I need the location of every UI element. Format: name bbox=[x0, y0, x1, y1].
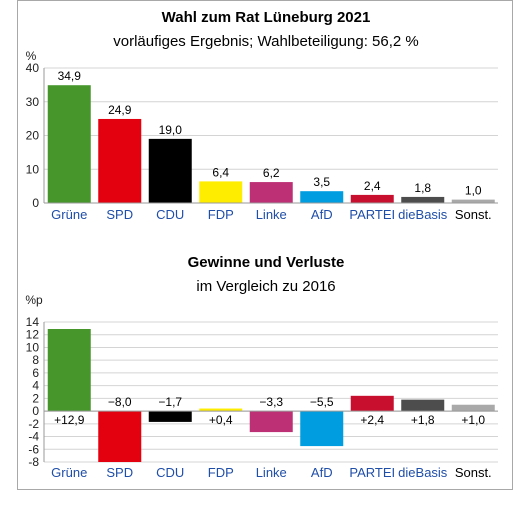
chart2-value-label-5: −5,5 bbox=[310, 395, 334, 409]
chart1-value-label-5: 3,5 bbox=[313, 175, 330, 189]
chart1-bar-1 bbox=[98, 118, 142, 203]
chart2-value-label-7: +1,8 bbox=[411, 413, 435, 427]
chart2-category-label-2: CDU bbox=[156, 465, 184, 480]
chart1-y-tick-label: 40 bbox=[26, 61, 40, 75]
chart2-title: Gewinne und Verluste bbox=[188, 254, 345, 271]
chart2-bar-5 bbox=[300, 411, 344, 447]
chart1-bar-2 bbox=[148, 138, 192, 203]
chart1-bar-5 bbox=[300, 191, 344, 203]
chart1-category-label-1: SPD bbox=[106, 207, 133, 222]
chart2-value-label-0: +12,9 bbox=[54, 413, 85, 427]
chart2-category-label-4: Linke bbox=[256, 465, 287, 480]
chart2-bar-8 bbox=[451, 404, 495, 412]
chart1-value-label-3: 6,4 bbox=[212, 165, 229, 179]
chart2-bar-7 bbox=[401, 399, 445, 412]
chart1-title: Wahl zum Rat Lüneburg 2021 bbox=[162, 9, 371, 26]
chart2-bar-1 bbox=[98, 411, 142, 462]
chart2-category-label-0: Grüne bbox=[51, 465, 87, 480]
chart2-y-tick-label: 2 bbox=[32, 391, 39, 405]
chart2-y-tick-label: -6 bbox=[28, 442, 39, 456]
chart2-bar-2 bbox=[148, 411, 192, 422]
chart2-y-tick-label: -4 bbox=[28, 430, 39, 444]
chart2-value-label-8: +1,0 bbox=[461, 413, 485, 427]
chart2-category-label-8: Sonst. bbox=[455, 465, 492, 480]
chart2-category-label-6: PARTEI bbox=[349, 465, 395, 480]
chart1-y-unit: % bbox=[26, 49, 37, 63]
chart1-bar-6 bbox=[350, 194, 394, 203]
chart1-category-label-2: CDU bbox=[156, 207, 184, 222]
chart2-y-unit: %p bbox=[25, 293, 43, 307]
chart2-value-label-4: −3,3 bbox=[259, 395, 283, 409]
chart1-value-label-7: 1,8 bbox=[414, 181, 431, 195]
chart2-y-tick-label: 10 bbox=[26, 340, 40, 354]
chart1-y-tick-label: 20 bbox=[26, 129, 40, 143]
chart1-bar-4 bbox=[249, 182, 293, 203]
chart1-value-label-8: 1,0 bbox=[465, 184, 482, 198]
chart1-value-label-1: 24,9 bbox=[108, 103, 132, 117]
chart1-bar-0 bbox=[47, 85, 91, 203]
chart2-value-label-3: +0,4 bbox=[209, 413, 233, 427]
chart1-bar-7 bbox=[401, 196, 445, 203]
chart2-value-label-2: −1,7 bbox=[158, 395, 182, 409]
chart1-category-label-5: AfD bbox=[311, 207, 333, 222]
chart2-value-label-1: −8,0 bbox=[108, 395, 132, 409]
chart1-subtitle: vorläufiges Ergebnis; Wahlbeteiligung: 5… bbox=[113, 33, 418, 50]
chart1-bar-3 bbox=[199, 181, 243, 203]
chart1-category-label-8: Sonst. bbox=[455, 207, 492, 222]
chart2-value-label-6: +2,4 bbox=[360, 413, 384, 427]
chart2-category-label-5: AfD bbox=[311, 465, 333, 480]
chart2-subtitle: im Vergleich zu 2016 bbox=[196, 278, 335, 295]
chart1-y-tick-label: 0 bbox=[32, 196, 39, 210]
chart2-y-tick-label: 8 bbox=[32, 353, 39, 367]
chart1-bar-8 bbox=[451, 199, 495, 203]
chart2-y-tick-label: 6 bbox=[32, 366, 39, 380]
chart2-y-tick-label: -2 bbox=[28, 417, 39, 431]
chart1-category-label-4: Linke bbox=[256, 207, 287, 222]
chart1-value-label-6: 2,4 bbox=[364, 179, 381, 193]
chart1-y-tick-label: 30 bbox=[26, 95, 40, 109]
chart2-y-tick-label: 14 bbox=[26, 315, 40, 329]
chart2-category-label-3: FDP bbox=[208, 465, 234, 480]
chart1-value-label-0: 34,9 bbox=[58, 69, 82, 83]
chart1-category-label-6: PARTEI bbox=[349, 207, 395, 222]
chart1-value-label-2: 19,0 bbox=[159, 123, 183, 137]
chart2-category-label-7: dieBasis bbox=[398, 465, 448, 480]
chart2-y-tick-label: 0 bbox=[32, 404, 39, 418]
chart2-category-label-1: SPD bbox=[106, 465, 133, 480]
chart2-bar-6 bbox=[350, 395, 394, 412]
chart2-bar-3 bbox=[199, 408, 243, 412]
chart1-value-label-4: 6,2 bbox=[263, 166, 280, 180]
chart1-category-label-0: Grüne bbox=[51, 207, 87, 222]
chart2-bar-4 bbox=[249, 411, 293, 433]
chart1-category-label-7: dieBasis bbox=[398, 207, 448, 222]
chart1-category-label-3: FDP bbox=[208, 207, 234, 222]
chart2-y-tick-label: 4 bbox=[32, 379, 39, 393]
chart2-y-tick-label: 12 bbox=[26, 328, 40, 342]
chart2-bar-0 bbox=[47, 329, 91, 412]
chart2-y-tick-label: -8 bbox=[28, 455, 39, 469]
chart1-y-tick-label: 10 bbox=[26, 162, 40, 176]
